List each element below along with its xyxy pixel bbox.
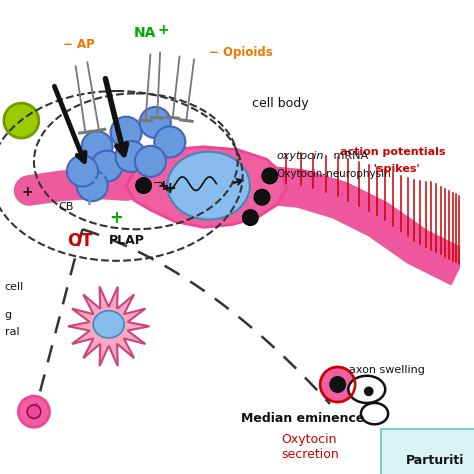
Text: oxytocin: oxytocin (276, 152, 324, 162)
Ellipse shape (93, 311, 124, 338)
Ellipse shape (361, 403, 388, 424)
Text: − Opioids: − Opioids (209, 46, 273, 59)
Text: ral: ral (5, 327, 19, 337)
Circle shape (136, 178, 151, 193)
Circle shape (364, 386, 374, 396)
Circle shape (91, 151, 122, 182)
Text: secretion: secretion (282, 448, 339, 461)
Text: +: + (164, 181, 176, 196)
Circle shape (243, 210, 258, 225)
Text: OT: OT (67, 232, 92, 250)
Text: +: + (157, 179, 169, 192)
Text: cell: cell (5, 283, 24, 292)
Text: axon swelling: axon swelling (349, 365, 425, 375)
Text: Parturiti: Parturiti (406, 454, 464, 467)
Text: +: + (21, 185, 33, 200)
Circle shape (154, 127, 185, 157)
Circle shape (110, 117, 142, 148)
Text: +: + (109, 209, 123, 227)
Text: NA: NA (134, 26, 156, 40)
Text: PLAP: PLAP (109, 235, 145, 247)
Circle shape (27, 405, 41, 419)
Text: mRNA: mRNA (330, 152, 368, 162)
Text: −: − (153, 177, 164, 190)
Text: 'spikes': 'spikes' (366, 164, 420, 174)
Ellipse shape (167, 152, 250, 219)
Text: Oxytocin: Oxytocin (282, 433, 337, 447)
Circle shape (262, 168, 277, 183)
Circle shape (140, 107, 171, 138)
Circle shape (330, 377, 346, 392)
Ellipse shape (348, 376, 385, 403)
Text: action potentials: action potentials (340, 146, 446, 156)
Polygon shape (68, 287, 149, 366)
Polygon shape (126, 147, 286, 228)
Circle shape (18, 396, 49, 427)
Text: − AP: − AP (63, 38, 95, 51)
Circle shape (254, 190, 270, 205)
Circle shape (4, 103, 39, 138)
Text: Oxytocin-neurophysin: Oxytocin-neurophysin (276, 169, 392, 179)
Text: CB: CB (58, 202, 73, 212)
Text: Median eminence: Median eminence (241, 412, 364, 425)
Text: Poster: Poster (403, 433, 448, 447)
Text: g: g (5, 310, 12, 319)
Circle shape (320, 367, 355, 402)
Text: cell body: cell body (252, 97, 309, 109)
Circle shape (135, 146, 166, 177)
Circle shape (77, 170, 108, 201)
Text: pituit: pituit (403, 448, 440, 461)
Circle shape (82, 131, 112, 162)
Circle shape (116, 141, 146, 172)
Text: +: + (157, 23, 169, 37)
Circle shape (67, 155, 98, 187)
